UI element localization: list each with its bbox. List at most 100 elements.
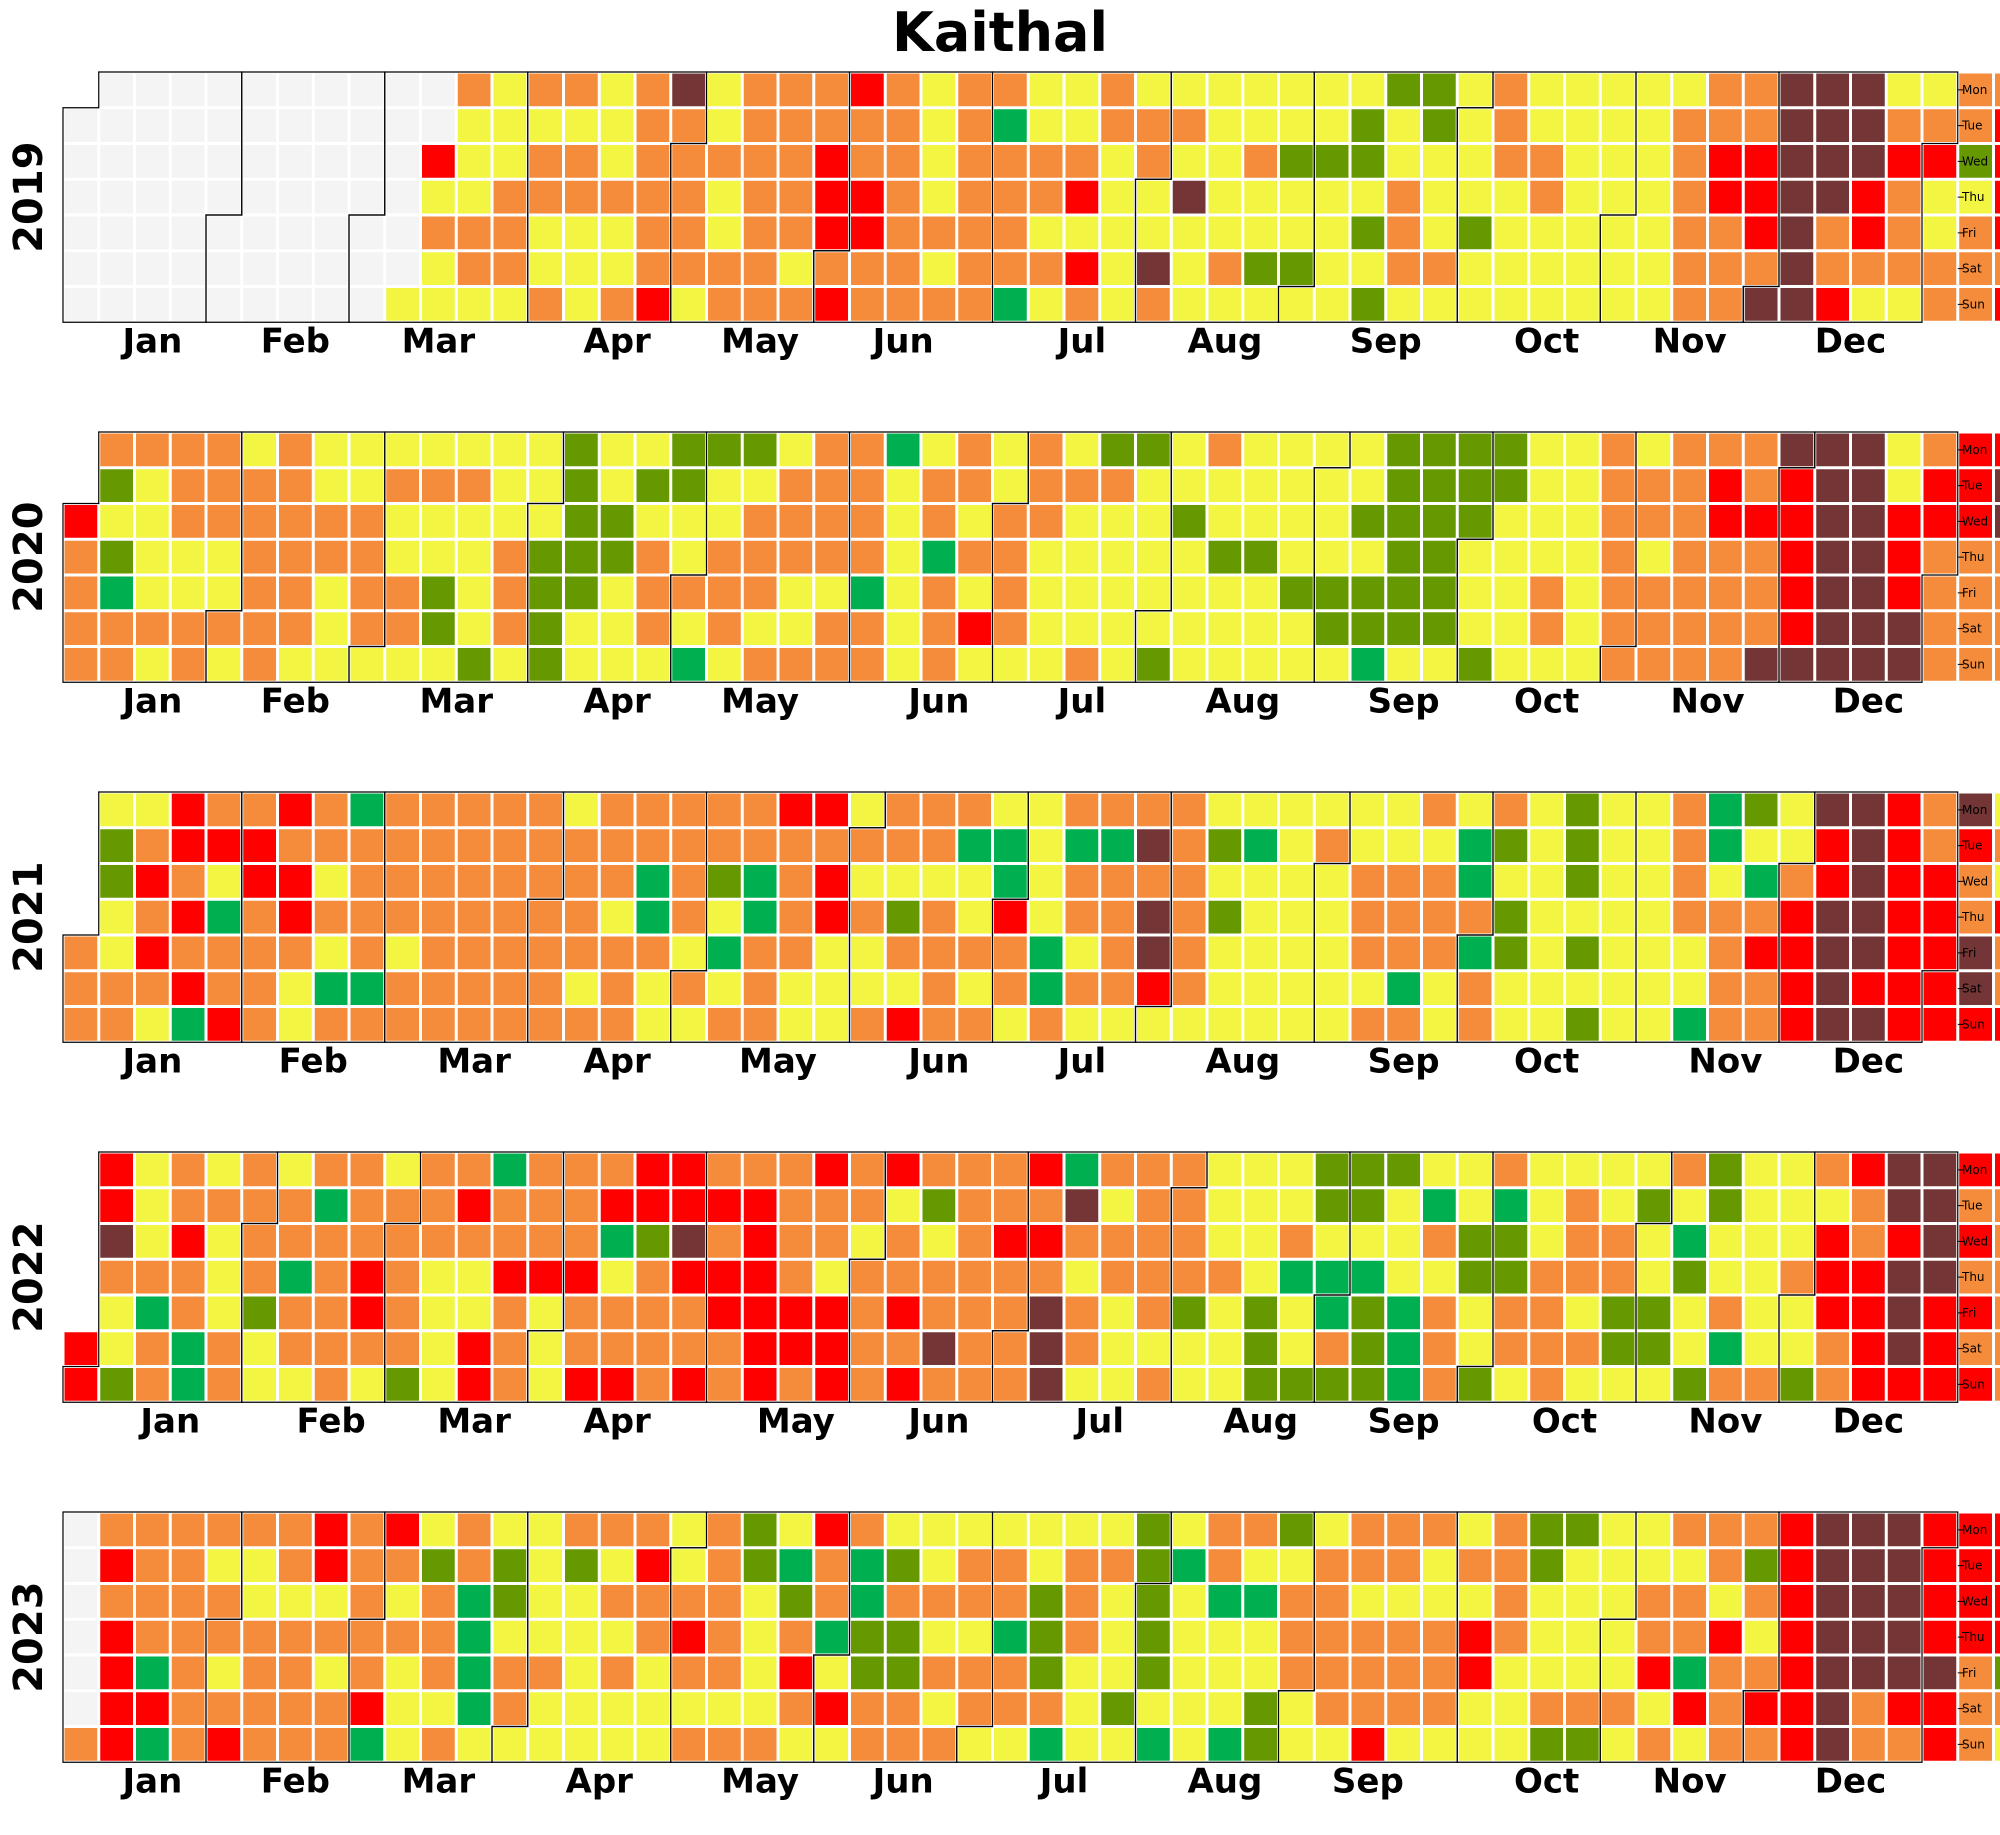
day-cell — [1601, 936, 1635, 970]
day-cell — [1852, 1656, 1885, 1690]
day-cell — [1172, 865, 1206, 898]
day-cell — [1709, 865, 1742, 898]
month-label: Jan — [120, 321, 182, 361]
day-cell — [886, 1549, 920, 1582]
day-cell — [1208, 1728, 1242, 1761]
day-cell — [1744, 109, 1778, 142]
day-cell — [1780, 73, 1814, 107]
day-cell — [600, 936, 634, 970]
day-cell — [708, 793, 741, 827]
day-cell — [529, 793, 562, 827]
day-cell — [1101, 612, 1134, 645]
day-cell — [1637, 1656, 1671, 1690]
day-cell — [1423, 73, 1456, 107]
day-cell — [314, 900, 348, 934]
day-cell — [1029, 1189, 1063, 1222]
month-label: Mar — [402, 1761, 476, 1801]
day-cell — [743, 1332, 777, 1365]
day-cell — [1494, 576, 1528, 610]
day-cell — [1959, 145, 1992, 178]
day-cell — [1887, 1153, 1921, 1187]
month-label: Jan — [138, 1401, 200, 1441]
day-cell — [815, 288, 848, 321]
day-cell — [1172, 1332, 1206, 1365]
day-cell — [994, 1368, 1027, 1401]
day-cell — [1280, 540, 1313, 574]
day-cell — [279, 612, 312, 645]
weekday-label: Mon — [1962, 1163, 1987, 1177]
month-border — [1778, 791, 1959, 1043]
day-cell — [386, 1585, 419, 1618]
day-cell — [779, 1332, 813, 1365]
day-cell — [922, 145, 956, 178]
day-cell — [1244, 829, 1277, 862]
day-cell — [672, 829, 705, 862]
day-cell — [600, 900, 634, 934]
day-cell — [1494, 216, 1528, 250]
day-cell — [743, 1225, 777, 1258]
day-cell — [600, 469, 634, 502]
day-cell — [1923, 540, 1957, 574]
day-cell — [1029, 1008, 1063, 1041]
day-cell — [1709, 829, 1742, 862]
day-cell — [1566, 73, 1599, 107]
day-cell — [314, 1692, 348, 1725]
day-cell — [314, 216, 348, 250]
day-cell — [922, 865, 956, 898]
month-border — [1742, 71, 1959, 323]
day-cell — [600, 1728, 634, 1761]
day-cell — [886, 145, 920, 178]
day-cell — [136, 180, 169, 214]
day-cell — [1458, 648, 1492, 681]
day-cell — [279, 1153, 312, 1187]
day-cell — [1995, 1585, 2000, 1618]
day-cell — [600, 288, 634, 321]
day-cell — [529, 900, 562, 934]
day-cell — [779, 288, 813, 321]
month-label: Dec — [1815, 1761, 1886, 1801]
day-cell — [1744, 648, 1778, 681]
day-cell — [851, 1549, 884, 1582]
day-cell — [457, 1656, 491, 1690]
day-cell — [958, 1368, 991, 1401]
day-cell — [1101, 1585, 1134, 1618]
day-cell — [1137, 612, 1170, 645]
day-cell — [708, 900, 741, 934]
day-cell — [350, 1332, 384, 1365]
month-label: Jan — [120, 1761, 182, 1801]
day-cell — [136, 505, 169, 538]
day-cell — [1458, 1549, 1492, 1582]
day-cell — [171, 972, 205, 1005]
day-cell — [64, 1692, 98, 1725]
day-cell — [136, 73, 169, 107]
day-cell — [1387, 1656, 1420, 1690]
day-cell — [958, 73, 991, 107]
day-cell — [207, 1153, 241, 1187]
day-cell — [1709, 1153, 1742, 1187]
day-cell — [64, 288, 98, 321]
day-cell — [64, 1656, 98, 1690]
day-cell — [1065, 180, 1099, 214]
day-cell — [64, 648, 98, 681]
day-cell — [1244, 469, 1277, 502]
day-cell — [636, 73, 670, 107]
month-label: Mar — [437, 1041, 511, 1081]
weekday-label: Sat — [1962, 1702, 1982, 1716]
day-cell — [1816, 576, 1849, 610]
month-label: Apr — [566, 1761, 634, 1801]
day-cell — [207, 1296, 241, 1330]
day-cell — [1280, 1368, 1313, 1401]
day-cell — [600, 576, 634, 610]
day-cell — [994, 505, 1027, 538]
day-cell — [708, 1260, 741, 1294]
day-cell — [386, 73, 419, 107]
day-cell — [708, 145, 741, 178]
day-cell — [1315, 469, 1349, 502]
day-cell — [136, 1189, 169, 1222]
day-cell — [1959, 505, 1992, 538]
day-cell — [243, 1296, 276, 1330]
day-cell — [1244, 1728, 1277, 1761]
day-cell — [1137, 1225, 1170, 1258]
day-cell — [1816, 793, 1849, 827]
day-cell — [314, 1513, 348, 1547]
